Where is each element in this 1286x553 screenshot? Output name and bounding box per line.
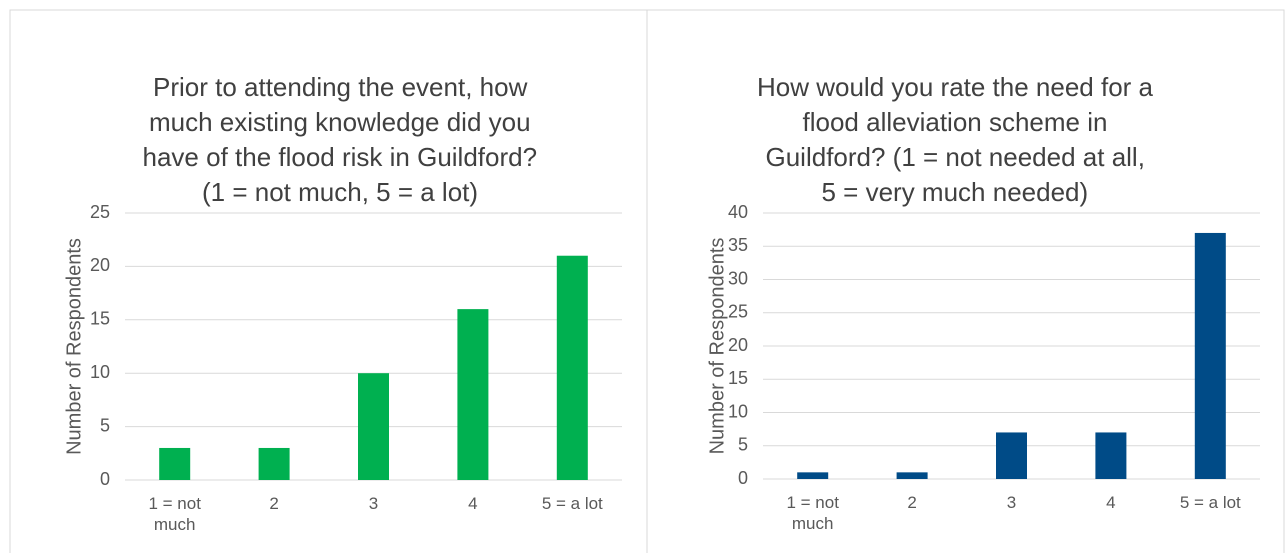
chart-title: flood alleviation scheme in <box>802 107 1108 137</box>
x-tick-label: 2 <box>269 494 279 513</box>
x-tick-label: 1 = not much <box>786 493 839 533</box>
bar <box>457 309 489 480</box>
y-axis-title: Number of Respondents <box>706 238 728 455</box>
y-tick-label: 5 <box>738 435 748 455</box>
chart-title: much existing knowledge did you <box>149 107 531 137</box>
bar <box>996 432 1027 479</box>
x-tick-label: 2 <box>907 493 917 512</box>
chart-title: Guildford? (1 = not needed at all, <box>765 142 1145 172</box>
bar <box>159 447 191 480</box>
bar <box>1095 432 1127 479</box>
bar <box>797 472 829 479</box>
x-tick-label: 3 <box>1006 493 1017 512</box>
y-tick-label: 0 <box>100 469 110 489</box>
bar <box>258 447 290 480</box>
chart-title: (1 = not much, 5 = a lot) <box>202 177 479 207</box>
y-tick-label: 10 <box>90 362 110 382</box>
chart-title: 5 = very much needed) <box>821 177 1089 207</box>
y-tick-label: 35 <box>728 235 748 255</box>
y-tick-label: 25 <box>90 202 110 222</box>
chart-title: How would you rate the need for a <box>757 72 1154 102</box>
y-tick-label: 5 <box>100 415 110 435</box>
bar <box>1194 232 1226 479</box>
chart-title: have of the flood risk in Guildford? <box>142 142 538 172</box>
x-tick-label: 5 = a lot <box>541 494 603 513</box>
y-tick-label: 25 <box>728 302 748 322</box>
y-tick-label: 20 <box>90 255 110 275</box>
y-tick-label: 20 <box>728 335 748 355</box>
y-tick-label: 30 <box>728 268 748 288</box>
bar <box>556 255 588 480</box>
bar <box>358 373 389 480</box>
y-tick-label: 15 <box>728 368 748 388</box>
chart-title: Prior to attending the event, how <box>153 72 528 102</box>
x-tick-label: 4 <box>1106 493 1116 512</box>
y-tick-label: 15 <box>90 309 110 329</box>
x-tick-label: 5 = a lot <box>1179 493 1241 512</box>
y-tick-label: 10 <box>728 401 748 421</box>
x-tick-label: 3 <box>368 494 379 513</box>
x-tick-label: 1 = not much <box>148 494 201 534</box>
y-tick-label: 0 <box>738 468 748 488</box>
bar <box>896 472 928 479</box>
y-axis-title: Number of Respondents <box>63 238 85 455</box>
x-tick-label: 4 <box>468 494 478 513</box>
y-tick-label: 40 <box>728 202 748 222</box>
